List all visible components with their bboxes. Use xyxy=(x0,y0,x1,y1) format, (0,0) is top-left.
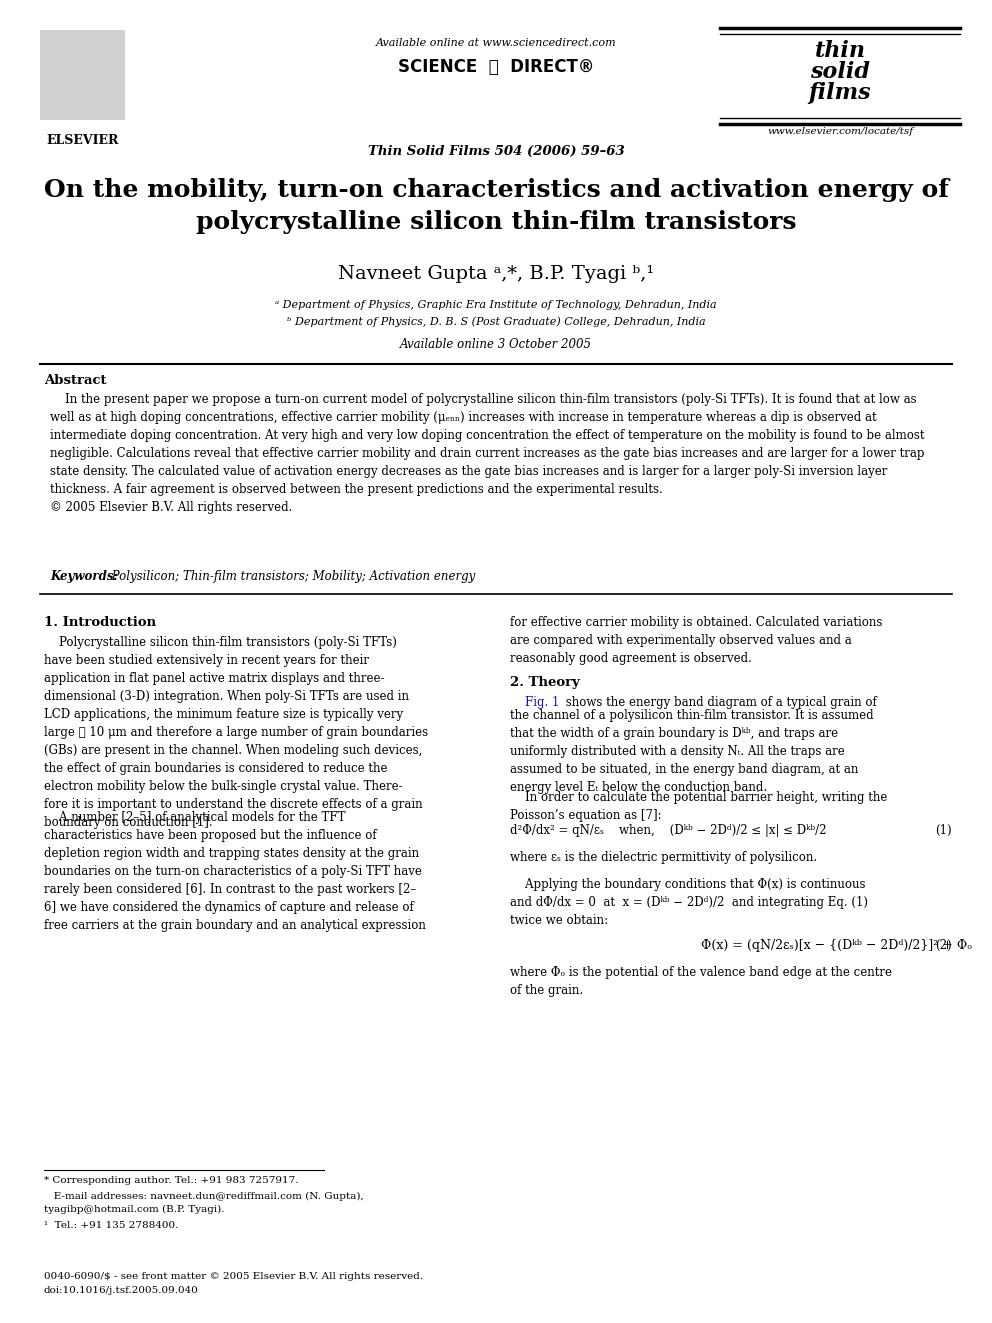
Text: ᵇ Department of Physics, D. B. S (Post Graduate) College, Dehradun, India: ᵇ Department of Physics, D. B. S (Post G… xyxy=(287,316,705,327)
Text: shows the energy band diagram of a typical grain of: shows the energy band diagram of a typic… xyxy=(562,696,877,709)
Text: where εₛ is the dielectric permittivity of polysilicon.: where εₛ is the dielectric permittivity … xyxy=(510,851,817,864)
Text: SCIENCE  ⓓ  DIRECT®: SCIENCE ⓓ DIRECT® xyxy=(398,58,594,75)
Text: On the mobility, turn-on characteristics and activation energy of: On the mobility, turn-on characteristics… xyxy=(44,179,948,202)
Text: doi:10.1016/j.tsf.2005.09.040: doi:10.1016/j.tsf.2005.09.040 xyxy=(44,1286,198,1295)
Text: (2): (2) xyxy=(935,939,952,953)
Text: E-mail addresses: navneet.dun@rediffmail.com (N. Gupta),: E-mail addresses: navneet.dun@rediffmail… xyxy=(44,1192,364,1201)
Text: Polycrystalline silicon thin-film transistors (poly-Si TFTs)
have been studied e: Polycrystalline silicon thin-film transi… xyxy=(44,636,429,830)
Text: (1): (1) xyxy=(935,824,952,837)
Text: Abstract: Abstract xyxy=(44,374,106,388)
Text: Available online 3 October 2005: Available online 3 October 2005 xyxy=(400,337,592,351)
Text: the channel of a polysilicon thin-film transistor. It is assumed
that the width : the channel of a polysilicon thin-film t… xyxy=(510,709,874,795)
Text: * Corresponding author. Tel.: +91 983 7257917.: * Corresponding author. Tel.: +91 983 72… xyxy=(44,1176,299,1185)
Text: Polysilicon; Thin-film transistors; Mobility; Activation energy: Polysilicon; Thin-film transistors; Mobi… xyxy=(108,570,475,583)
Text: ELSEVIER: ELSEVIER xyxy=(47,134,119,147)
Text: Fig. 1: Fig. 1 xyxy=(510,696,559,709)
Text: ¹  Tel.: +91 135 2788400.: ¹ Tel.: +91 135 2788400. xyxy=(44,1221,179,1229)
Text: 1. Introduction: 1. Introduction xyxy=(44,617,156,628)
Text: d²Φ/dx² = qN/εₛ    when,    (Dᵏᵇ − 2Dᵈ)/2 ≤ |x| ≤ Dᵏᵇ/2: d²Φ/dx² = qN/εₛ when, (Dᵏᵇ − 2Dᵈ)/2 ≤ |x… xyxy=(510,824,826,837)
Text: Φ(x) = (qN/2εₛ)[x − {(Dᵏᵇ − 2Dᵈ)/2}]² + Φₒ: Φ(x) = (qN/2εₛ)[x − {(Dᵏᵇ − 2Dᵈ)/2}]² + … xyxy=(701,939,972,953)
Text: thin
solid
films: thin solid films xyxy=(808,40,871,105)
Text: where Φₒ is the potential of the valence band edge at the centre
of the grain.: where Φₒ is the potential of the valence… xyxy=(510,966,892,998)
Text: 2. Theory: 2. Theory xyxy=(510,676,580,689)
Text: www.elsevier.com/locate/tsf: www.elsevier.com/locate/tsf xyxy=(767,127,913,136)
Text: Thin Solid Films 504 (2006) 59–63: Thin Solid Films 504 (2006) 59–63 xyxy=(368,146,624,157)
Text: In the present paper we propose a turn-on current model of polycrystalline silic: In the present paper we propose a turn-o… xyxy=(50,393,925,515)
Text: Navneet Gupta ᵃ,*, B.P. Tyagi ᵇ,¹: Navneet Gupta ᵃ,*, B.P. Tyagi ᵇ,¹ xyxy=(338,265,654,283)
Text: Available online at www.sciencedirect.com: Available online at www.sciencedirect.co… xyxy=(376,38,616,48)
Text: polycrystalline silicon thin-film transistors: polycrystalline silicon thin-film transi… xyxy=(195,210,797,234)
Text: In order to calculate the potential barrier height, writing the
Poisson’s equati: In order to calculate the potential barr… xyxy=(510,791,888,822)
Text: 0040-6090/$ - see front matter © 2005 Elsevier B.V. All rights reserved.: 0040-6090/$ - see front matter © 2005 El… xyxy=(44,1271,424,1281)
Text: for effective carrier mobility is obtained. Calculated variations
are compared w: for effective carrier mobility is obtain… xyxy=(510,617,882,665)
Text: Applying the boundary conditions that Φ(x) is continuous
and dΦ/dx = 0  at  x = : Applying the boundary conditions that Φ(… xyxy=(510,878,868,927)
Text: ᵃ Department of Physics, Graphic Era Institute of Technology, Dehradun, India: ᵃ Department of Physics, Graphic Era Ins… xyxy=(275,300,717,310)
Text: Keywords:: Keywords: xyxy=(50,570,118,583)
Text: A number [2–5] of analytical models for the TFT
characteristics have been propos: A number [2–5] of analytical models for … xyxy=(44,811,426,933)
Bar xyxy=(40,30,125,120)
Text: tyagibp@hotmail.com (B.P. Tyagi).: tyagibp@hotmail.com (B.P. Tyagi). xyxy=(44,1205,224,1215)
